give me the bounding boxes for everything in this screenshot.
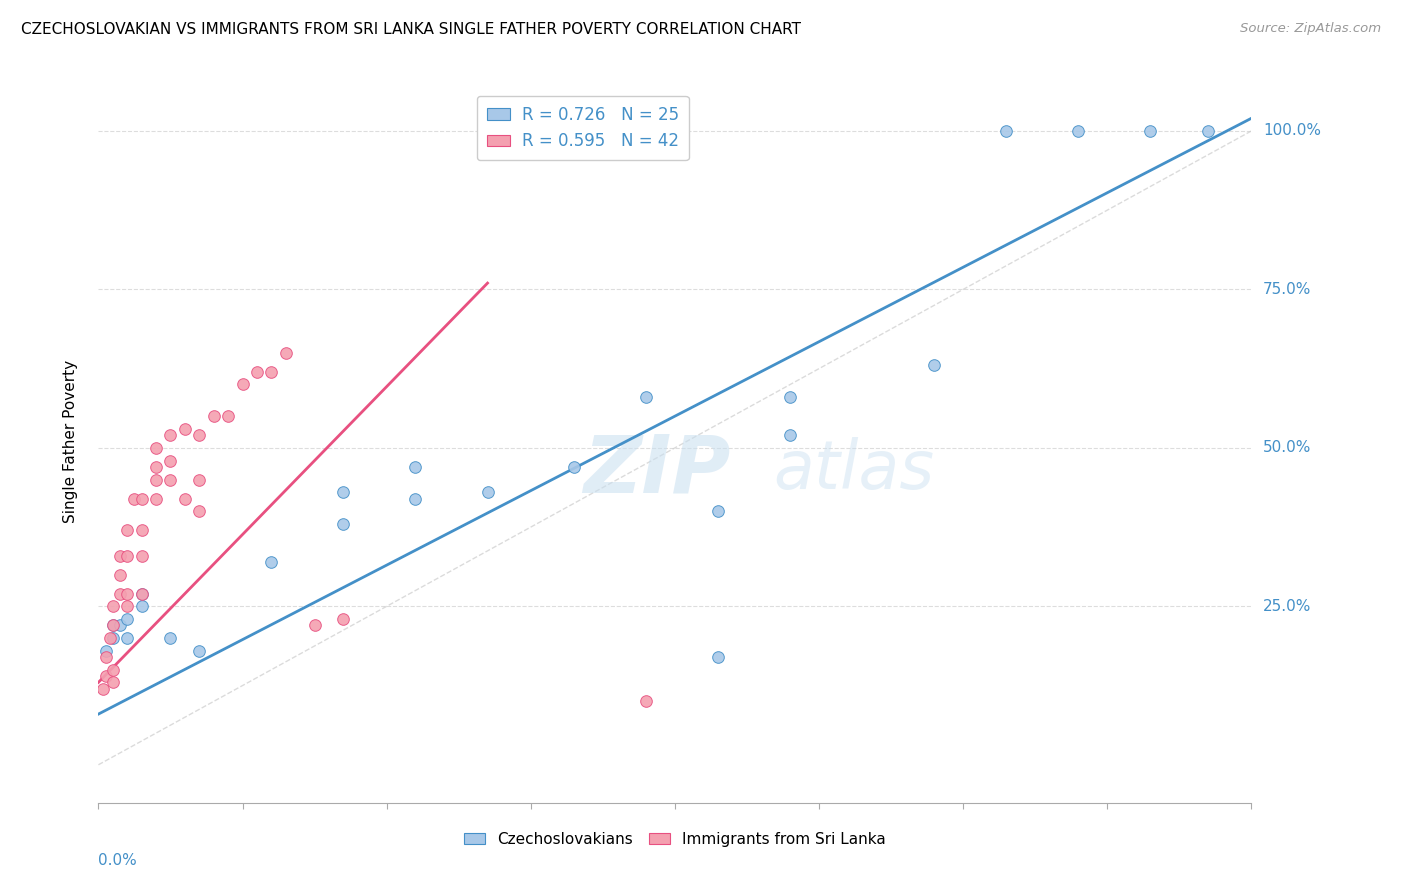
Point <box>98 631 121 645</box>
Point <box>117 631 139 645</box>
Point <box>101 599 124 614</box>
Point <box>101 675 124 690</box>
Text: 25.0%: 25.0% <box>1263 599 1312 614</box>
Point <box>636 694 658 708</box>
Point <box>117 549 139 563</box>
Point <box>124 491 146 506</box>
Point <box>145 459 167 474</box>
Point <box>202 409 225 424</box>
Point <box>924 359 946 373</box>
Point <box>117 523 139 537</box>
Point <box>145 491 167 506</box>
Point <box>274 346 297 360</box>
Point <box>562 459 585 474</box>
Point <box>995 124 1018 138</box>
Point <box>159 473 181 487</box>
Point <box>188 643 211 657</box>
Point <box>131 549 153 563</box>
Point <box>174 422 197 436</box>
Point <box>332 516 354 531</box>
Text: 100.0%: 100.0% <box>1263 123 1320 138</box>
Point <box>101 663 124 677</box>
Point <box>145 473 167 487</box>
Point <box>188 428 211 442</box>
Point <box>231 377 254 392</box>
Point <box>188 504 211 518</box>
Point <box>117 587 139 601</box>
Text: ZIP: ZIP <box>582 432 730 509</box>
Point <box>131 491 153 506</box>
Point <box>145 441 167 455</box>
Text: CZECHOSLOVAKIAN VS IMMIGRANTS FROM SRI LANKA SINGLE FATHER POVERTY CORRELATION C: CZECHOSLOVAKIAN VS IMMIGRANTS FROM SRI L… <box>21 22 801 37</box>
Point <box>188 473 211 487</box>
Point <box>260 365 283 379</box>
Point <box>246 365 269 379</box>
Text: 50.0%: 50.0% <box>1263 441 1312 456</box>
Point <box>94 650 117 665</box>
Point <box>217 409 239 424</box>
Point <box>108 567 131 582</box>
Point <box>304 618 326 632</box>
Legend: Czechoslovakians, Immigrants from Sri Lanka: Czechoslovakians, Immigrants from Sri La… <box>458 826 891 853</box>
Point <box>779 390 801 404</box>
Text: atlas: atlas <box>773 437 934 503</box>
Point <box>117 599 139 614</box>
Point <box>1067 124 1090 138</box>
Point <box>101 618 124 632</box>
Point <box>636 390 658 404</box>
Point <box>101 631 124 645</box>
Point <box>117 612 139 626</box>
Point <box>91 681 114 696</box>
Y-axis label: Single Father Poverty: Single Father Poverty <box>63 360 77 523</box>
Point <box>707 650 730 665</box>
Point <box>405 491 427 506</box>
Point <box>332 485 354 500</box>
Point <box>1197 124 1219 138</box>
Text: Source: ZipAtlas.com: Source: ZipAtlas.com <box>1240 22 1381 36</box>
Point <box>332 612 354 626</box>
Point <box>101 618 124 632</box>
Point <box>477 485 499 500</box>
Point <box>159 453 181 467</box>
Text: 0.0%: 0.0% <box>98 854 138 869</box>
Point <box>159 631 181 645</box>
Point <box>94 669 117 683</box>
Point <box>1139 124 1161 138</box>
Point <box>779 428 801 442</box>
Point <box>159 428 181 442</box>
Point <box>477 124 499 138</box>
Point <box>131 587 153 601</box>
Point <box>131 587 153 601</box>
Point <box>131 599 153 614</box>
Point <box>108 618 131 632</box>
Point <box>174 491 197 506</box>
Point <box>405 459 427 474</box>
Point <box>131 523 153 537</box>
Text: 75.0%: 75.0% <box>1263 282 1312 297</box>
Point <box>108 587 131 601</box>
Point <box>260 555 283 569</box>
Point <box>707 504 730 518</box>
Point <box>108 549 131 563</box>
Point <box>94 643 117 657</box>
